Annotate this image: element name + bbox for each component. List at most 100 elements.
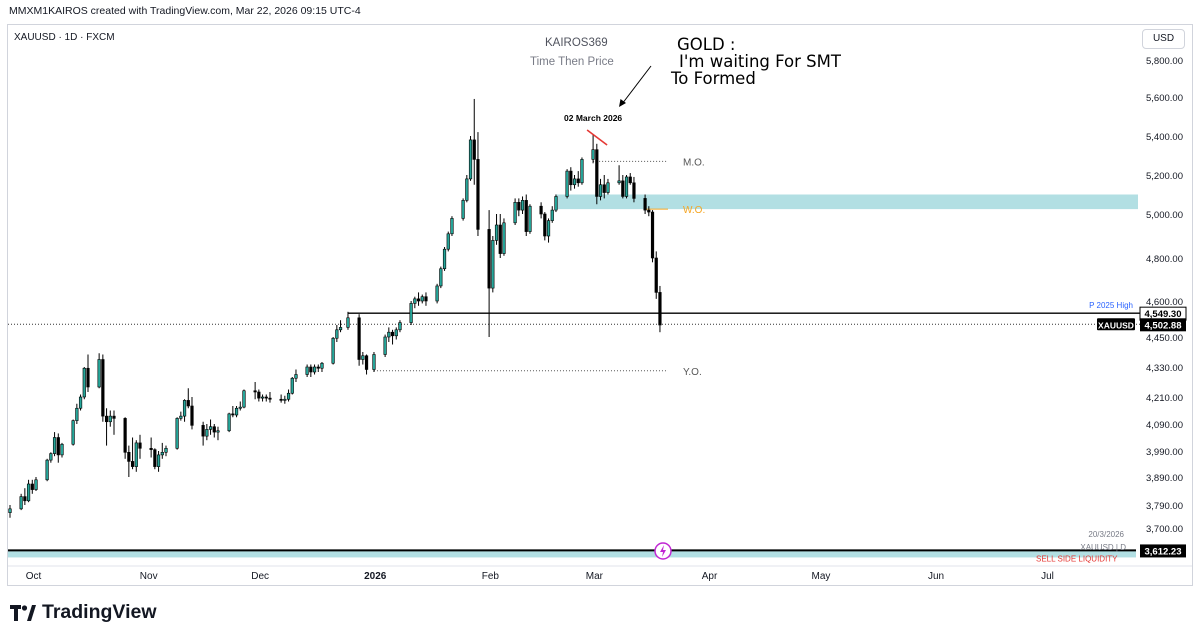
candle[interactable] [569, 167, 573, 191]
candle[interactable] [539, 202, 543, 219]
candle[interactable] [30, 479, 34, 494]
candle[interactable] [104, 408, 109, 446]
candle[interactable] [212, 424, 216, 438]
candle[interactable] [156, 451, 161, 472]
candle[interactable] [45, 458, 49, 482]
candle[interactable] [546, 218, 551, 243]
candle[interactable] [8, 505, 12, 518]
candle[interactable] [494, 214, 499, 245]
candle[interactable] [242, 389, 246, 409]
candle[interactable] [424, 292, 428, 306]
candle[interactable] [86, 354, 90, 393]
candle[interactable] [435, 283, 439, 304]
candle[interactable] [658, 285, 662, 333]
candle[interactable] [97, 353, 101, 389]
candle[interactable] [179, 411, 183, 421]
candle[interactable] [517, 198, 521, 217]
candle[interactable] [253, 382, 257, 400]
candle[interactable] [127, 445, 131, 477]
candle[interactable] [450, 216, 454, 236]
candle[interactable] [461, 198, 465, 221]
candle[interactable] [23, 488, 27, 505]
candle[interactable] [60, 442, 64, 458]
candle[interactable] [346, 311, 350, 330]
candle[interactable] [257, 389, 261, 402]
candle[interactable] [283, 395, 287, 404]
candle[interactable] [650, 210, 655, 263]
candle[interactable] [543, 212, 547, 241]
candle[interactable] [502, 218, 506, 256]
candle[interactable] [101, 354, 105, 422]
candle[interactable] [416, 292, 421, 306]
candle[interactable] [49, 452, 53, 463]
candle[interactable] [290, 377, 294, 395]
candle[interactable] [476, 132, 480, 236]
candle[interactable] [446, 231, 450, 252]
candle[interactable] [498, 214, 502, 258]
candle[interactable] [647, 206, 651, 217]
candle[interactable] [338, 320, 343, 333]
candle[interactable] [208, 419, 213, 435]
candle[interactable] [75, 403, 79, 424]
candle[interactable] [190, 397, 194, 430]
candle[interactable] [390, 329, 395, 345]
candle[interactable] [279, 394, 283, 403]
candle[interactable] [56, 433, 60, 463]
candle[interactable] [175, 417, 179, 450]
candle[interactable] [394, 327, 398, 340]
candle[interactable] [591, 134, 595, 164]
candle[interactable] [550, 206, 554, 223]
candle[interactable] [606, 178, 610, 195]
candle[interactable] [34, 477, 38, 491]
candle[interactable] [520, 196, 525, 214]
candle[interactable] [628, 173, 632, 185]
candle[interactable] [112, 410, 116, 435]
candle[interactable] [468, 136, 473, 181]
candle[interactable] [372, 352, 376, 372]
candle[interactable] [26, 479, 31, 503]
candle[interactable] [268, 392, 272, 403]
candle[interactable] [361, 352, 365, 365]
candle[interactable] [182, 399, 187, 422]
candle[interactable] [320, 362, 324, 372]
candle[interactable] [234, 406, 239, 418]
candle[interactable] [264, 394, 268, 402]
candle[interactable] [465, 175, 469, 203]
candle[interactable] [472, 98, 476, 185]
candle[interactable] [164, 445, 168, 457]
candle[interactable] [123, 417, 127, 459]
candle[interactable] [602, 175, 606, 199]
candle[interactable] [305, 364, 309, 378]
candle[interactable] [238, 401, 242, 411]
candle[interactable] [286, 389, 291, 402]
candle[interactable] [491, 236, 495, 293]
candle[interactable] [335, 325, 339, 342]
candle[interactable] [331, 337, 335, 365]
candle[interactable] [205, 424, 209, 441]
currency-button[interactable]: USD [1142, 29, 1185, 49]
candle[interactable] [227, 412, 231, 433]
candle[interactable] [231, 406, 235, 418]
candle[interactable] [487, 210, 491, 337]
candle[interactable] [134, 440, 138, 472]
candle[interactable] [413, 296, 417, 309]
candle[interactable] [554, 194, 558, 213]
candle[interactable] [78, 394, 83, 411]
candle[interactable] [595, 143, 599, 205]
candle[interactable] [149, 437, 153, 458]
candle[interactable] [316, 364, 320, 373]
candle[interactable] [383, 334, 387, 357]
symbol-label[interactable]: XAUUSD · 1D · FXCM [14, 32, 115, 43]
candle[interactable] [576, 171, 580, 187]
candle[interactable] [216, 426, 220, 441]
candle[interactable] [71, 419, 75, 446]
candle[interactable] [19, 493, 23, 511]
candle[interactable] [260, 394, 265, 402]
candle[interactable] [524, 194, 528, 237]
candle[interactable] [186, 388, 190, 409]
candle[interactable] [621, 175, 625, 199]
candle[interactable] [138, 434, 142, 459]
candle[interactable] [387, 327, 391, 342]
candle[interactable] [565, 169, 569, 199]
